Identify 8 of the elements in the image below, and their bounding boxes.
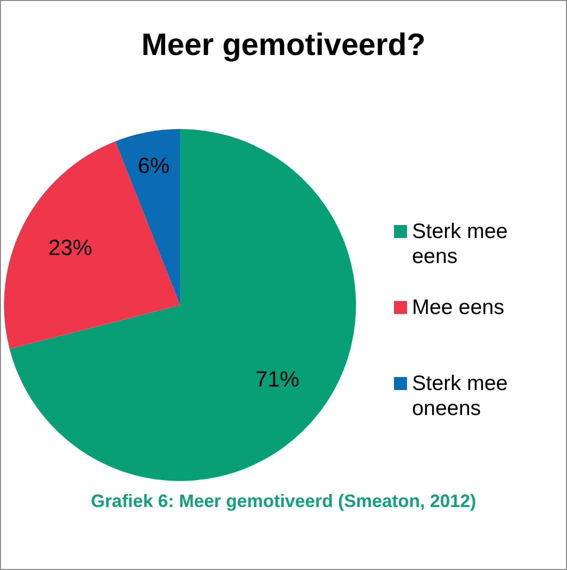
chart-title: Meer gemotiveerd? (140, 27, 427, 63)
legend-label: Mee eens (412, 295, 506, 320)
legend-label: Sterk mee eens (412, 219, 509, 269)
text: Grafiek 6: Meer gemotiveerd (Smeaton, 2012) (90, 491, 478, 512)
data-label: 6% (138, 152, 170, 178)
legend-label: Sterk mee oneens (412, 371, 509, 421)
data-label: 23% (48, 235, 92, 260)
data-label: 71% (255, 366, 300, 392)
